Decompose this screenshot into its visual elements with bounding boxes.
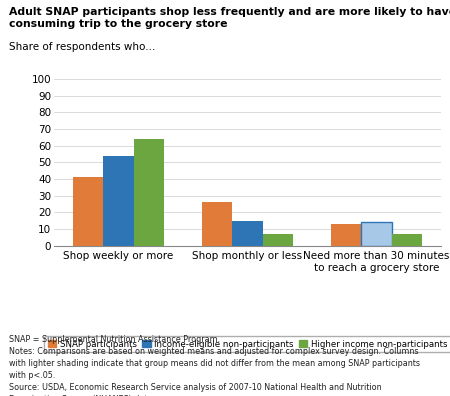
Bar xyxy=(361,222,392,246)
Bar xyxy=(330,224,360,246)
Text: SNAP = Supplemental Nutrition Assistance Program.
Notes: Comparisons are based o: SNAP = Supplemental Nutrition Assistance… xyxy=(9,335,420,396)
Bar xyxy=(72,177,103,246)
Bar xyxy=(135,139,165,246)
Bar xyxy=(202,202,232,246)
Text: Adult SNAP participants shop less frequently and are more likely to have a time-: Adult SNAP participants shop less freque… xyxy=(9,7,450,17)
Legend: SNAP participants, Income-eligible non-participants, Higher income non-participa: SNAP participants, Income-eligible non-p… xyxy=(44,336,450,352)
Bar xyxy=(233,221,262,246)
Bar xyxy=(392,234,423,246)
Bar xyxy=(263,234,293,246)
Text: Share of respondents who...: Share of respondents who... xyxy=(9,42,155,51)
Text: consuming trip to the grocery store: consuming trip to the grocery store xyxy=(9,19,228,29)
Bar xyxy=(104,156,134,246)
